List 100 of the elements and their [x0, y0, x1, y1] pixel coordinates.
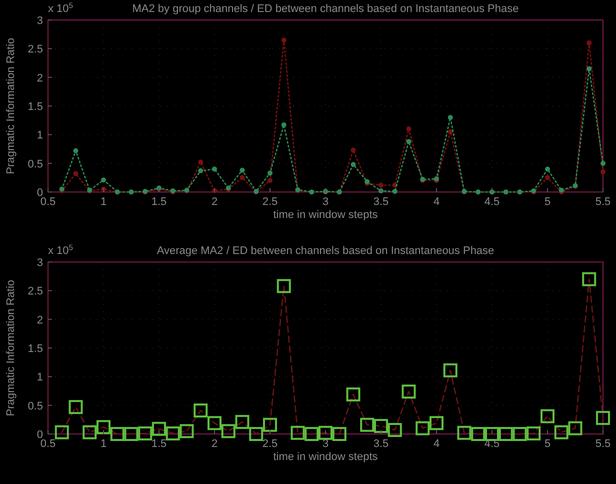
point: [586, 66, 592, 72]
point: [263, 418, 277, 432]
x-tick-label: 4: [433, 196, 440, 208]
x-tick-label: 5.5: [595, 438, 611, 450]
point: [471, 427, 486, 441]
point: [600, 169, 606, 174]
point: [68, 400, 83, 414]
text: x 10$^{5}$: [48, 242, 74, 257]
point: [96, 420, 110, 434]
point: [332, 427, 346, 441]
y-tick-label: 0.5: [28, 400, 43, 412]
point: [568, 421, 582, 436]
x-tick-label: 3: [322, 196, 329, 208]
point: [240, 175, 245, 180]
x-tick-label: 3.5: [373, 438, 389, 450]
point: [374, 418, 388, 433]
point: [596, 410, 610, 425]
x-tick-label: 3: [322, 438, 329, 450]
point: [73, 171, 78, 176]
point: [350, 162, 356, 167]
y-tick-label: 2.5: [28, 44, 43, 56]
text: x 10$^{5}$: [48, 0, 74, 15]
point: [350, 148, 356, 153]
point: [378, 182, 384, 188]
y-tick-label: 2: [36, 72, 43, 84]
point: [180, 424, 194, 438]
point: [82, 425, 97, 440]
point: [268, 170, 272, 176]
x-tick-label: 2.5: [262, 438, 278, 450]
x-tick-label: 5: [544, 196, 551, 208]
point: [545, 166, 550, 172]
y-tick-label: 3: [36, 15, 43, 27]
point: [124, 427, 138, 441]
y-axis-title: Pragmatic Information Ratio: [5, 280, 17, 416]
point: [512, 427, 527, 441]
point: [443, 363, 458, 378]
y-tick-label: 2: [36, 314, 43, 326]
y-tick-label: 1.5: [28, 101, 43, 113]
x-tick-label: 1.5: [151, 438, 167, 450]
point: [221, 424, 236, 438]
y-tick-label: 2.5: [28, 286, 43, 298]
x-tick-label: 1: [100, 438, 107, 450]
point: [582, 272, 596, 286]
point: [240, 168, 245, 173]
point: [110, 427, 124, 441]
point: [392, 188, 398, 194]
y-tick-label: 1: [36, 130, 43, 142]
point: [198, 160, 204, 165]
point: [526, 426, 541, 440]
y-tick-label: 1.5: [28, 343, 43, 355]
y-tick-label: 0: [36, 187, 43, 199]
point: [402, 384, 416, 399]
x-tick-label: 1: [100, 196, 107, 208]
point: [448, 114, 453, 120]
x-tick-label: 4.5: [484, 196, 500, 208]
point: [388, 422, 402, 437]
chart-title: Average MA2 / ED between channels based on Instantaneous Phase: [156, 245, 494, 257]
point: [406, 126, 412, 132]
x-tick-label: 2: [211, 196, 218, 208]
point: [235, 414, 250, 429]
point: [268, 178, 272, 184]
point: [54, 425, 69, 440]
point: [290, 426, 305, 440]
point: [304, 427, 319, 441]
y-tick-label: 1: [36, 372, 43, 384]
y-axis-title: Pragmatic Information Ratio: [5, 38, 17, 174]
point: [545, 175, 550, 180]
point: [208, 416, 222, 430]
point: [498, 427, 513, 441]
point: [586, 40, 592, 46]
point: [249, 427, 264, 441]
point: [194, 403, 208, 418]
point: [406, 139, 412, 144]
point: [281, 122, 286, 128]
point: [166, 426, 180, 440]
x-axis-title: time in window stepts: [273, 209, 378, 221]
x-tick-label: 1.5: [151, 196, 167, 208]
y-tick-label: 0.5: [28, 158, 43, 170]
point: [276, 279, 291, 294]
x-tick-label: 4: [433, 438, 440, 450]
point: [554, 425, 568, 440]
x-axis-title: time in window stepts: [273, 451, 378, 463]
y-tick-label: 3: [36, 257, 43, 269]
point: [101, 177, 106, 182]
y-tick-label: 0: [36, 429, 43, 441]
point: [318, 426, 332, 440]
point: [281, 38, 286, 43]
x-tick-label: 5.5: [595, 196, 611, 208]
x-tick-label: 3.5: [373, 196, 389, 208]
point: [138, 426, 152, 440]
x-tick-label: 2.5: [262, 196, 278, 208]
chart-title: MA2 by group channels / ED between channels based on Instantaneous Phase: [132, 3, 519, 15]
point: [198, 168, 204, 174]
point: [448, 129, 453, 134]
point: [457, 426, 472, 440]
point: [152, 422, 166, 436]
point: [540, 409, 554, 424]
x-tick-label: 2: [211, 438, 218, 450]
point: [212, 166, 217, 172]
point: [416, 421, 430, 436]
